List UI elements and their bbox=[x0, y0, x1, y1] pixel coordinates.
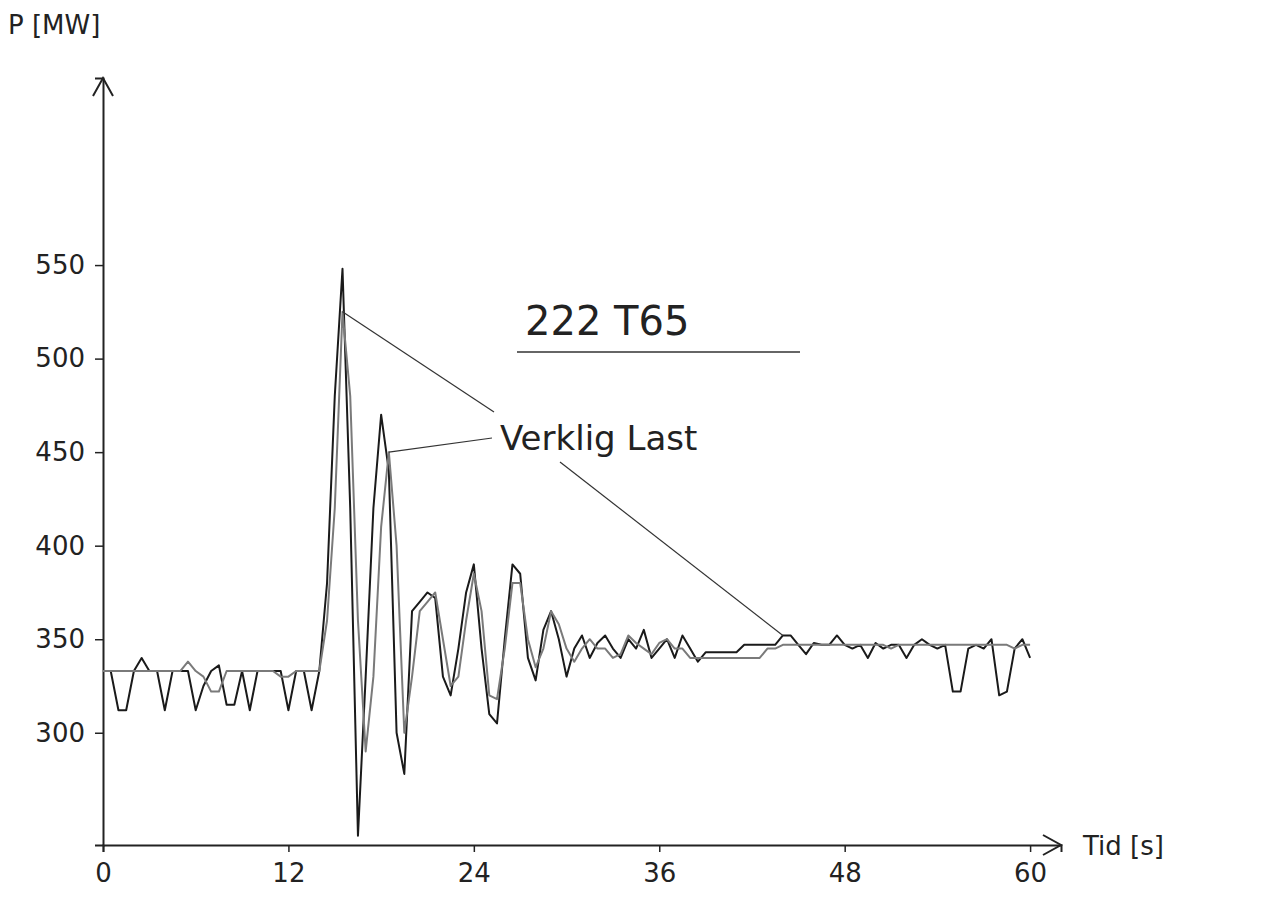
series-line bbox=[103, 312, 1030, 752]
tick-mark bbox=[95, 452, 103, 454]
tick-mark bbox=[95, 265, 103, 267]
tick-label: 0 bbox=[95, 858, 112, 888]
leader-line bbox=[389, 438, 492, 452]
tick: 350 bbox=[35, 624, 103, 654]
tick-label: 550 bbox=[35, 250, 85, 280]
tick-mark bbox=[1030, 845, 1032, 852]
y-axis-title: P [MW] bbox=[8, 10, 100, 40]
tick: 36 bbox=[643, 845, 676, 888]
tick-label: 12 bbox=[272, 858, 305, 888]
tick-label: 350 bbox=[35, 624, 85, 654]
tick: 12 bbox=[272, 845, 305, 888]
tick: 400 bbox=[35, 531, 103, 561]
tick-label: 60 bbox=[1014, 858, 1047, 888]
tick-label: 450 bbox=[35, 437, 85, 467]
tick: 24 bbox=[458, 845, 491, 888]
tick-label: 48 bbox=[829, 858, 862, 888]
leader-line bbox=[343, 312, 495, 412]
tick-mark bbox=[474, 845, 476, 852]
tick-mark bbox=[95, 733, 103, 735]
y-axis: 300 350 400 450 500 550 bbox=[35, 79, 103, 846]
tick-mark bbox=[95, 358, 103, 360]
tick-mark bbox=[95, 545, 103, 547]
axis-line bbox=[104, 846, 1062, 853]
tick: 300 bbox=[35, 718, 103, 748]
tick: 500 bbox=[35, 343, 103, 373]
axis-arrow bbox=[1043, 835, 1061, 855]
plot-area bbox=[103, 269, 1030, 836]
tick-mark bbox=[844, 845, 846, 852]
tick-label: 400 bbox=[35, 531, 85, 561]
annotation: Verklig Last bbox=[500, 418, 697, 458]
tick: 450 bbox=[35, 437, 103, 467]
x-axis: 0 12 24 36 48 60 bbox=[95, 845, 1061, 888]
tick-label: 500 bbox=[35, 343, 85, 373]
tick: 0 bbox=[95, 845, 112, 888]
tick-label: 24 bbox=[458, 858, 491, 888]
axis-arrow bbox=[93, 78, 113, 96]
x-axis-title: Tid [s] bbox=[1082, 831, 1164, 861]
axis-line bbox=[95, 79, 104, 846]
leader-line bbox=[560, 462, 783, 635]
tick: 60 bbox=[1014, 845, 1047, 888]
series-line bbox=[103, 269, 1030, 836]
tick-mark bbox=[95, 639, 103, 641]
title-underline bbox=[517, 351, 800, 353]
tick-label: 300 bbox=[35, 718, 85, 748]
tick: 48 bbox=[829, 845, 862, 888]
tick: 550 bbox=[35, 250, 103, 280]
chart: 0 12 24 36 48 60 300 350 400 450 500 550 P [MW] Tid [… bbox=[0, 0, 1267, 903]
tick-mark bbox=[288, 845, 290, 852]
tick-mark bbox=[659, 845, 661, 852]
tick-label: 36 bbox=[643, 858, 676, 888]
title: 222 T65 bbox=[525, 298, 689, 344]
